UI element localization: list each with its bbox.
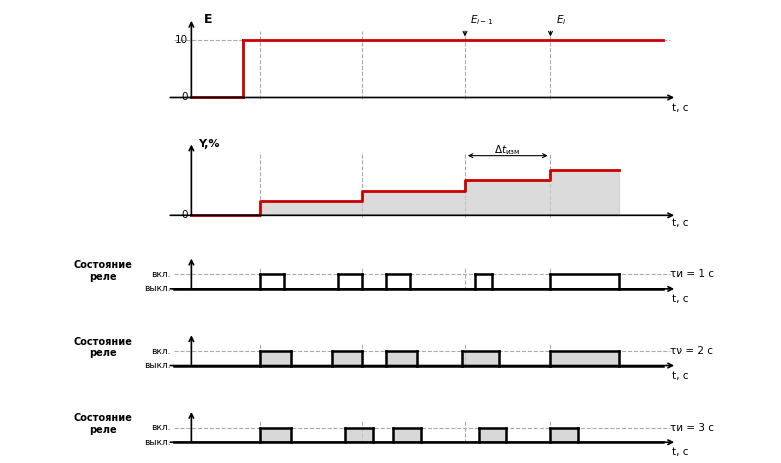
Text: τν = 2 с: τν = 2 с (670, 346, 713, 356)
Text: t, с: t, с (672, 370, 689, 381)
Text: t, с: t, с (672, 103, 689, 113)
Text: t, с: t, с (672, 294, 689, 304)
Text: $E_{i-1}$: $E_{i-1}$ (470, 13, 494, 27)
Text: $E_i$: $E_i$ (555, 13, 566, 27)
Text: вкл.: вкл. (152, 347, 171, 356)
Text: 0: 0 (181, 210, 188, 220)
Text: Состояние
реле: Состояние реле (73, 413, 132, 435)
Text: $\Delta t_{\mathsf{изм}}$: $\Delta t_{\mathsf{изм}}$ (494, 143, 521, 157)
Text: Y,%: Y,% (198, 139, 219, 149)
Text: Состояние
реле: Состояние реле (73, 337, 132, 358)
Text: E: E (204, 13, 212, 26)
Text: выкл.: выкл. (144, 438, 171, 447)
Text: вкл.: вкл. (152, 270, 171, 279)
Text: t, с: t, с (672, 447, 689, 457)
Text: выкл.: выкл. (144, 284, 171, 294)
Text: вкл.: вкл. (152, 423, 171, 432)
Text: выкл.: выкл. (144, 361, 171, 370)
Text: τи = 1 с: τи = 1 с (670, 269, 714, 280)
Text: 10: 10 (175, 35, 188, 45)
Text: Состояние
реле: Состояние реле (73, 260, 132, 282)
Text: τи = 3 с: τи = 3 с (670, 423, 714, 433)
Text: 0: 0 (181, 93, 188, 102)
Text: t, с: t, с (672, 218, 689, 228)
Polygon shape (260, 170, 619, 215)
